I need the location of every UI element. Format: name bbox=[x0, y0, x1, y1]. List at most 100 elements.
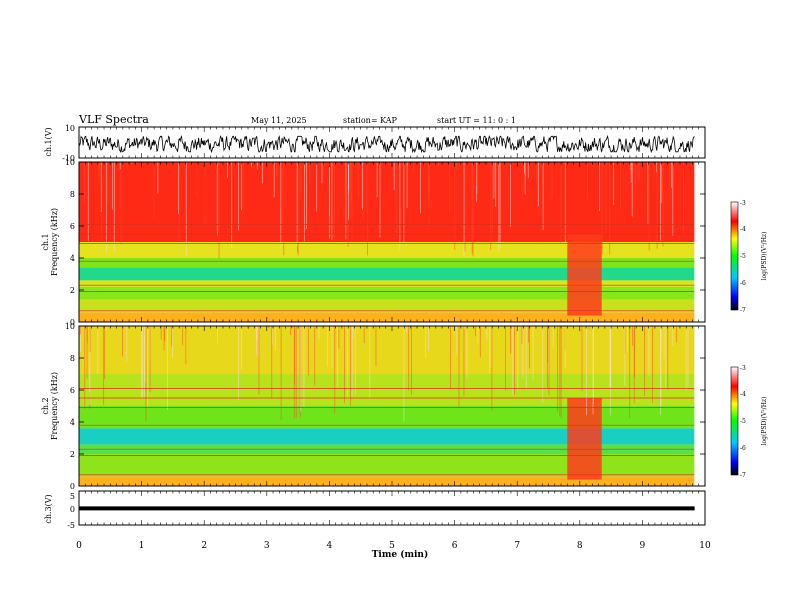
spec-streak bbox=[297, 162, 299, 256]
spec-streak bbox=[588, 326, 590, 330]
spec-streak bbox=[547, 326, 549, 389]
ch2-colorbar: -3 -4 -5 -6 -7 log(PSD)(V²/Hz) bbox=[730, 365, 768, 479]
spec-streak bbox=[456, 326, 458, 356]
spec-streak bbox=[350, 326, 352, 406]
spec-streak bbox=[347, 162, 349, 247]
spec-streak bbox=[178, 162, 180, 240]
spec-streak bbox=[629, 326, 631, 419]
spec-streak bbox=[79, 326, 81, 353]
figure-title: VLF Spectra bbox=[78, 113, 149, 126]
spec-streak bbox=[142, 326, 143, 399]
spec-streak bbox=[256, 162, 258, 170]
ch2-cbar-tick-m7: -7 bbox=[740, 472, 746, 479]
spec-streak bbox=[685, 326, 687, 391]
spec-streak bbox=[406, 326, 408, 333]
spec-streak bbox=[362, 162, 364, 222]
spec-streak bbox=[348, 162, 350, 189]
spec-streak bbox=[463, 162, 465, 258]
spec-streak bbox=[218, 162, 220, 258]
spec-streak bbox=[471, 162, 473, 180]
spec-ytick-label: 10 bbox=[65, 158, 75, 167]
spec-band-6 bbox=[79, 299, 695, 313]
spec-streak bbox=[376, 162, 378, 198]
spec-streak bbox=[113, 162, 115, 252]
spec-streak bbox=[207, 162, 209, 166]
spec-streak bbox=[660, 162, 662, 204]
spec-streak bbox=[535, 162, 537, 183]
spec-streak bbox=[204, 162, 206, 223]
spec-streak bbox=[489, 326, 490, 374]
spec-streak bbox=[119, 162, 121, 170]
spec-streak bbox=[408, 326, 410, 391]
spec-streak bbox=[349, 162, 351, 217]
spec-streak bbox=[274, 326, 276, 351]
spec-streak bbox=[396, 162, 397, 235]
spec-streak bbox=[564, 326, 566, 368]
spec-streak bbox=[522, 162, 524, 196]
spec-streak bbox=[609, 162, 611, 255]
spec-streak bbox=[559, 326, 561, 416]
spec-streak bbox=[652, 326, 653, 404]
spec-streak bbox=[476, 162, 478, 194]
spec-streak bbox=[351, 326, 353, 397]
spec-streak bbox=[491, 326, 493, 412]
spec-streak bbox=[660, 326, 662, 352]
ch3-ytick-top: 5 bbox=[70, 492, 75, 501]
spec-streak bbox=[653, 162, 655, 177]
spec-ytick-label: 2 bbox=[70, 286, 75, 295]
spec-streak bbox=[354, 326, 356, 396]
spec-band-1 bbox=[79, 242, 695, 258]
spec-streak bbox=[185, 162, 187, 256]
spec-ytick-label: 10 bbox=[65, 322, 75, 331]
spec-streak bbox=[676, 326, 678, 343]
spec-streak bbox=[329, 162, 330, 217]
spec-ytick-label: 6 bbox=[70, 222, 75, 231]
spec-streak bbox=[307, 326, 309, 376]
spec-streak bbox=[97, 326, 99, 374]
ch3-ytick-mid: 0 bbox=[70, 505, 75, 514]
spec-streak bbox=[498, 162, 500, 251]
spec-band-5 bbox=[79, 286, 695, 300]
spec-streak bbox=[272, 326, 274, 345]
spec-streak bbox=[631, 162, 633, 217]
spec-streak bbox=[167, 326, 168, 410]
spec-streak bbox=[268, 326, 270, 328]
spec-streak bbox=[399, 162, 401, 250]
spec-streak bbox=[140, 326, 142, 398]
spec-streak bbox=[160, 326, 162, 340]
ch2-spectrogram-panel: 0 2 4 6 8 10 ch.2 Frequency (kHz) bbox=[41, 322, 706, 491]
spec-streak bbox=[403, 162, 405, 245]
spec-streak bbox=[89, 326, 91, 405]
spec-band-0 bbox=[79, 162, 695, 242]
spec-streak bbox=[296, 162, 298, 247]
spec-streak bbox=[630, 162, 632, 183]
spec-streak bbox=[196, 162, 198, 198]
spec-ytick-label: 8 bbox=[70, 190, 75, 199]
spec-band-5 bbox=[79, 454, 695, 477]
spec-streak bbox=[299, 326, 301, 418]
spec-streak bbox=[542, 326, 544, 403]
x-tick-label: 4 bbox=[327, 541, 333, 551]
spec-streak bbox=[648, 162, 650, 251]
spec-streak bbox=[262, 162, 264, 184]
spec-streak bbox=[587, 162, 588, 200]
ch1-spectrogram-image bbox=[79, 162, 705, 322]
spec-streak bbox=[683, 162, 684, 235]
spec-streak bbox=[316, 162, 318, 212]
spec-streak bbox=[662, 162, 664, 247]
ch2-cbar-tick-m5: -5 bbox=[740, 418, 746, 425]
spec-streak bbox=[256, 326, 258, 340]
spec-streak bbox=[251, 162, 252, 168]
spec-streak bbox=[647, 162, 649, 225]
x-tick-label: 10 bbox=[699, 541, 711, 551]
ch1-cbar-tick-m4: -4 bbox=[740, 226, 746, 233]
spec-streak bbox=[84, 162, 86, 205]
spec-streak bbox=[613, 162, 614, 205]
x-tick-label: 7 bbox=[514, 541, 520, 551]
spec-streak bbox=[255, 326, 257, 356]
spec-streak bbox=[331, 162, 333, 240]
spec-streak bbox=[238, 162, 239, 231]
spec-streak bbox=[126, 162, 128, 171]
spec-band-3 bbox=[79, 428, 695, 445]
spec-streak bbox=[231, 162, 233, 248]
